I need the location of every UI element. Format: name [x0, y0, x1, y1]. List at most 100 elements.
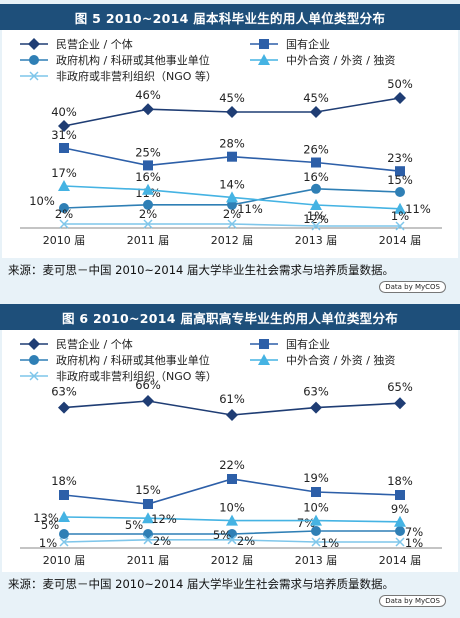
legend-marker [258, 54, 270, 65]
data-point [143, 499, 153, 509]
legend-item: 政府机构 / 科研或其他事业单位 [20, 353, 210, 367]
data-point [395, 166, 405, 177]
data-label: 18% [51, 474, 77, 488]
data-label: 19% [303, 471, 329, 485]
data-point [143, 199, 153, 210]
data-point [142, 183, 154, 195]
data-point [311, 537, 321, 547]
data-point [143, 219, 153, 229]
data-badge-1: Data by MyCOS [379, 281, 446, 293]
data-point [59, 490, 69, 500]
x-tick-label: 2010 届 [43, 554, 86, 567]
data-point [58, 511, 70, 522]
data-point [59, 537, 69, 547]
data-label: 7% [297, 516, 315, 530]
data-label: 2% [153, 534, 171, 548]
legend-item: 民营企业 / 个体 [20, 337, 133, 351]
data-label: 5% [125, 518, 143, 532]
data-label: 7% [405, 525, 423, 539]
x-tick-label: 2014 届 [379, 234, 422, 247]
data-point [58, 120, 70, 132]
data-label: 5% [41, 518, 59, 532]
data-label: 2% [139, 207, 157, 221]
data-point [226, 409, 238, 421]
data-label: 18% [387, 474, 413, 488]
data-label: 1% [391, 209, 409, 223]
data-point [143, 160, 153, 171]
data-label: 1% [39, 536, 57, 550]
legend-label: 政府机构 / 科研或其他事业单位 [56, 53, 210, 67]
data-label: 63% [51, 385, 77, 399]
data-label: 2% [55, 207, 73, 221]
legend-marker [28, 338, 40, 350]
data-point [311, 487, 321, 497]
source-note-1: 来源：麦可思－中国 2010~2014 届大学毕业生社会需求与培养质量数据。 [8, 263, 394, 277]
legend-marker [28, 38, 40, 50]
data-point [226, 514, 238, 526]
legend-label: 民营企业 / 个体 [56, 337, 133, 351]
legend-marker [258, 354, 270, 365]
legend-item: 中外合资 / 外资 / 独资 [250, 353, 395, 367]
data-point [58, 401, 70, 414]
legend-item: 民营企业 / 个体 [20, 37, 133, 51]
data-point [227, 219, 237, 229]
chart-title-1: 图 5 2010~2014 届本科毕业生的用人单位类型分布 [0, 4, 460, 30]
data-label: 16% [135, 170, 161, 184]
data-label: 2% [223, 207, 241, 221]
data-label: 1% [307, 209, 325, 223]
data-point [227, 474, 237, 484]
data-point [58, 180, 70, 191]
data-point [310, 106, 322, 118]
data-point [311, 183, 321, 194]
legend-label: 非政府或非营利组织（NGO 等） [56, 369, 217, 383]
x-tick-label: 2013 届 [295, 554, 338, 567]
data-label: 31% [51, 128, 77, 142]
data-label: 11% [237, 202, 263, 216]
legend-label: 民营企业 / 个体 [56, 37, 133, 51]
source-note-2: 来源：麦可思－中国 2010~2014 届大学毕业生社会需求与培养质量数据。 [8, 577, 394, 591]
data-label: 11% [405, 202, 431, 216]
data-point [142, 395, 154, 407]
data-point [395, 490, 405, 500]
data-label: 66% [135, 378, 161, 392]
data-label: 15% [135, 483, 161, 497]
legend-label: 国有企业 [286, 337, 330, 351]
data-label: 12% [303, 212, 329, 226]
x-tick-label: 2011 届 [127, 554, 170, 567]
data-label: 25% [135, 145, 161, 159]
data-label: 15% [387, 173, 413, 187]
data-label: 28% [219, 137, 245, 151]
legend-label: 中外合资 / 外资 / 独资 [286, 353, 395, 367]
data-point [395, 221, 405, 231]
data-point [310, 199, 322, 210]
legend-item: 国有企业 [250, 37, 330, 51]
data-label: 17% [51, 166, 77, 180]
data-point [226, 106, 238, 118]
data-point [395, 187, 405, 197]
x-tick-label: 2014 届 [379, 554, 422, 567]
data-label: 13% [33, 511, 59, 525]
legend-label: 非政府或非营利组织（NGO 等） [56, 69, 217, 83]
chart-area-1: 民营企业 / 个体 国有企业政府机构 / 科研或其他事业单位 中外合资 / 外资 /… [2, 30, 458, 258]
data-label: 45% [303, 91, 329, 105]
chart-area-2: 民营企业 / 个体 国有企业政府机构 / 科研或其他事业单位 中外合资 / 外资 /… [2, 330, 458, 572]
data-point [395, 526, 405, 536]
legend-label: 中外合资 / 外资 / 独资 [286, 53, 395, 67]
legend-label: 政府机构 / 科研或其他事业单位 [56, 353, 210, 367]
data-label: 26% [303, 143, 329, 157]
legend-item: 非政府或非营利组织（NGO 等） [20, 369, 217, 383]
data-label: 10% [303, 501, 329, 515]
legend-marker [259, 39, 269, 49]
x-tick-label: 2011 届 [127, 234, 170, 247]
data-point [227, 535, 237, 545]
data-label: 61% [219, 392, 245, 406]
legend-marker [259, 339, 269, 349]
data-label: 23% [387, 151, 413, 165]
data-point [59, 219, 69, 229]
legend-item: 非政府或非营利组织（NGO 等） [20, 69, 217, 83]
x-tick-label: 2010 届 [43, 234, 86, 247]
data-label: 1% [405, 536, 423, 550]
data-label: 1% [321, 536, 339, 550]
